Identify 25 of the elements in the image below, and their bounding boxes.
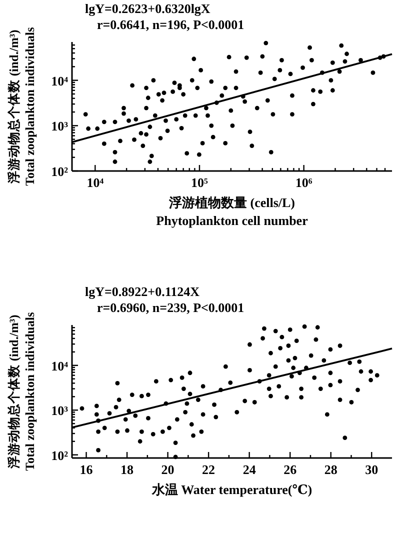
x-tick-label: 26 <box>284 462 298 477</box>
y-axis-title: 浮游动物总个体数 (ind./m³) Total zooplankton individuals <box>6 312 37 471</box>
x-tick-label: 10⁴ <box>86 175 104 190</box>
y-tick-label: 10⁴ <box>51 358 68 374</box>
x-axis-title: 水温 Water temperature(℃) <box>150 482 312 497</box>
y-tick-label: 10³ <box>51 403 68 418</box>
y-axis-title: 浮游动物总个体数 (ind./m³) Total zooplankton individuals <box>6 27 37 186</box>
y-tick-label: 10³ <box>51 118 68 134</box>
x-tick-label: 22 <box>202 462 216 477</box>
y-tick-label: 10² <box>51 164 68 179</box>
x-tick-label: 20 <box>161 462 174 477</box>
x-tick-label: 10⁶ <box>295 175 312 190</box>
y-tick-label: 10⁴ <box>51 73 68 88</box>
text: lgY=0.8922+0.1124X <box>85 284 200 299</box>
x-tick-label: 10⁵ <box>191 175 208 190</box>
text: lgY=0.2623+0.6320lgX <box>85 1 211 16</box>
x-tick-label: 16 <box>80 462 94 477</box>
x-tick-label: 30 <box>365 462 378 477</box>
text: r=0.6960, n=239, P<0.0001 <box>97 300 244 315</box>
x-tick-label: 18 <box>120 462 134 477</box>
x-axis-title: 浮游植物数量 (cells/L) Phytoplankton cell number <box>156 195 308 228</box>
x-tick-label: 24 <box>242 462 256 477</box>
text: r=0.6641, n=196, P<0.0001 <box>97 17 244 32</box>
x-tick-label: 28 <box>324 462 338 477</box>
y-tick-label: 10² <box>51 448 68 463</box>
